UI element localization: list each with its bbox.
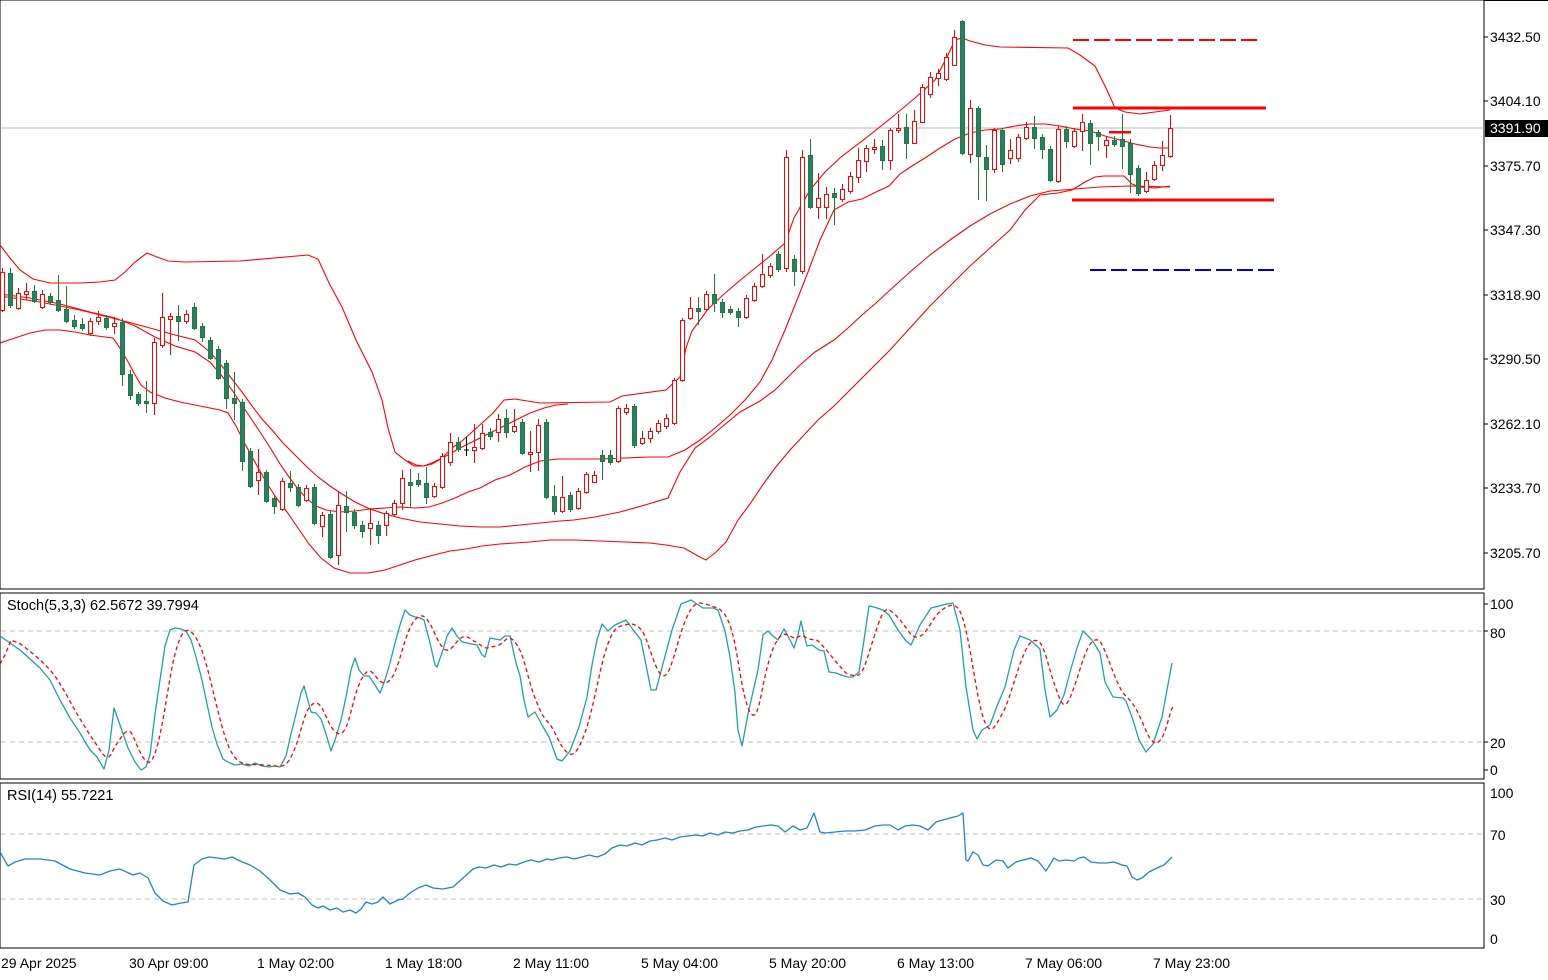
svg-text:80: 80 <box>1490 625 1506 641</box>
svg-text:5 May 20:00: 5 May 20:00 <box>769 955 846 971</box>
svg-text:3391.90: 3391.90 <box>1490 120 1541 136</box>
svg-text:6 May 13:00: 6 May 13:00 <box>897 955 974 971</box>
svg-text:RSI(14) 55.7221: RSI(14) 55.7221 <box>7 788 113 804</box>
svg-text:3375.70: 3375.70 <box>1490 158 1541 174</box>
svg-text:30: 30 <box>1490 892 1506 908</box>
svg-text:7 May 06:00: 7 May 06:00 <box>1025 955 1102 971</box>
svg-text:100: 100 <box>1490 596 1514 612</box>
svg-text:29 Apr 2025: 29 Apr 2025 <box>1 955 77 971</box>
svg-text:3290.50: 3290.50 <box>1490 351 1541 367</box>
svg-text:0: 0 <box>1490 762 1498 778</box>
svg-text:3233.70: 3233.70 <box>1490 480 1541 496</box>
svg-text:20: 20 <box>1490 735 1506 751</box>
svg-text:3432.50: 3432.50 <box>1490 29 1541 45</box>
svg-text:30 Apr 09:00: 30 Apr 09:00 <box>129 955 209 971</box>
svg-text:1 May 02:00: 1 May 02:00 <box>257 955 334 971</box>
svg-text:100: 100 <box>1490 785 1514 801</box>
svg-text:2 May 11:00: 2 May 11:00 <box>513 955 589 971</box>
svg-text:3347.30: 3347.30 <box>1490 222 1541 238</box>
svg-text:7 May 23:00: 7 May 23:00 <box>1153 955 1230 971</box>
svg-text:3262.10: 3262.10 <box>1490 416 1541 432</box>
svg-text:Stoch(5,3,3) 62.5672 39.7994: Stoch(5,3,3) 62.5672 39.7994 <box>7 598 199 614</box>
svg-text:3404.10: 3404.10 <box>1490 93 1541 109</box>
svg-text:3205.70: 3205.70 <box>1490 545 1541 561</box>
svg-text:0: 0 <box>1490 931 1498 947</box>
svg-text:5 May 04:00: 5 May 04:00 <box>641 955 718 971</box>
svg-text:3318.90: 3318.90 <box>1490 287 1541 303</box>
svg-text:1 May 18:00: 1 May 18:00 <box>385 955 462 971</box>
svg-text:70: 70 <box>1490 827 1506 843</box>
